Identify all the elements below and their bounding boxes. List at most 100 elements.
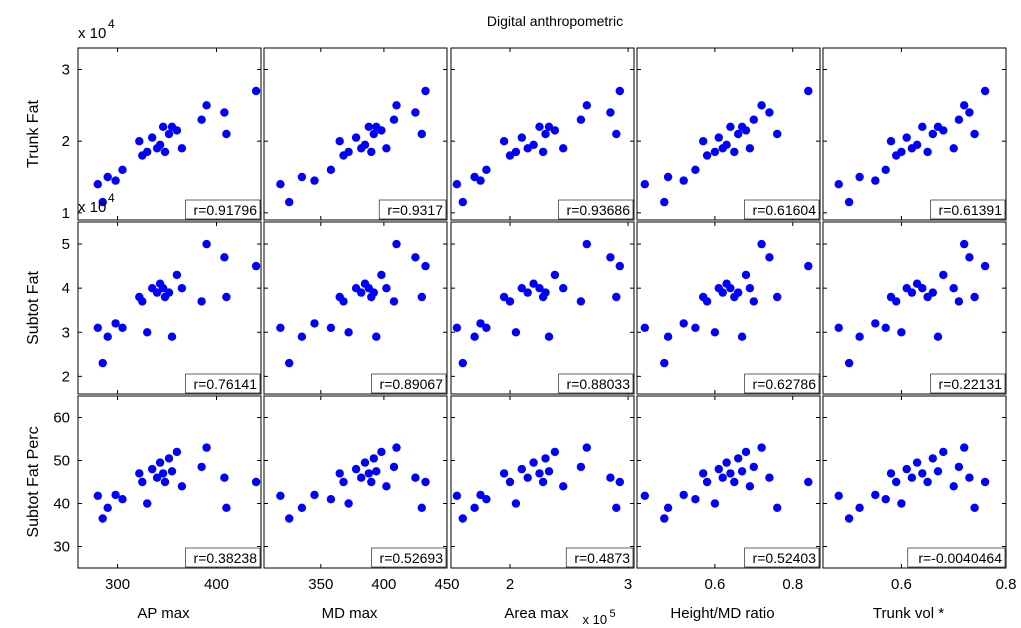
x-axis-label: Area max — [504, 605, 569, 622]
data-point — [612, 292, 621, 302]
data-point — [902, 464, 911, 474]
correlation-label-box — [565, 547, 634, 568]
data-point — [970, 292, 979, 302]
x-tick-label: 350 — [308, 576, 333, 593]
data-point — [907, 473, 917, 482]
data-point — [470, 503, 479, 512]
data-point — [559, 144, 568, 153]
data-point — [702, 297, 712, 306]
data-point — [417, 129, 426, 139]
panel-axes-box — [636, 47, 821, 221]
data-point — [177, 284, 187, 293]
figure-title: Digital anthropometric — [487, 13, 623, 29]
data-point — [892, 477, 901, 487]
correlation-label-box — [185, 199, 261, 220]
data-point — [251, 477, 261, 487]
data-point — [138, 297, 147, 306]
data-point — [167, 332, 177, 341]
data-point — [111, 490, 120, 500]
data-point — [741, 126, 751, 135]
correlation-label-box — [378, 199, 447, 220]
correlation-label: r=0.62786 — [753, 376, 817, 392]
y-axis-label: Subtot Fat Perc — [25, 426, 42, 537]
data-point — [417, 292, 426, 302]
data-point — [804, 261, 813, 271]
x-tick-label: 450 — [434, 576, 459, 593]
data-point — [765, 108, 774, 117]
data-point — [897, 328, 906, 337]
data-point — [98, 197, 107, 207]
y-axis-exponent-base: x 10 — [78, 199, 106, 216]
data-point — [364, 469, 373, 478]
data-point — [93, 180, 103, 189]
data-point — [452, 323, 462, 332]
data-point — [918, 284, 927, 293]
data-point — [392, 443, 401, 452]
panel-axes-box — [636, 221, 821, 395]
data-point — [143, 147, 152, 157]
data-point — [881, 495, 890, 504]
data-point — [897, 147, 906, 157]
data-point — [749, 115, 758, 124]
correlation-label: r=0.38238 — [194, 550, 258, 566]
data-point — [965, 108, 974, 117]
data-point — [965, 473, 974, 482]
data-point — [745, 144, 755, 153]
data-point — [844, 514, 854, 523]
data-point — [559, 284, 568, 293]
data-point — [918, 122, 927, 131]
data-point — [582, 101, 591, 110]
data-point — [505, 477, 515, 487]
data-point — [640, 491, 649, 500]
data-point — [749, 297, 758, 306]
panel-axes-box — [77, 395, 262, 569]
data-point — [517, 133, 526, 142]
data-point — [980, 86, 990, 96]
data-point — [344, 147, 353, 157]
data-point — [118, 495, 127, 504]
data-point — [576, 297, 586, 306]
data-point — [949, 284, 958, 293]
x-axis-label: AP max — [137, 605, 190, 622]
data-point — [135, 137, 144, 146]
y-tick-label: 1 — [62, 205, 70, 222]
data-point — [310, 176, 319, 185]
correlation-label-box — [185, 373, 261, 394]
data-point — [377, 270, 386, 280]
correlation-label: r=0.22131 — [939, 376, 1003, 392]
data-point — [529, 458, 538, 467]
data-point — [773, 292, 782, 302]
data-point — [773, 503, 782, 512]
data-point — [372, 467, 381, 476]
data-point — [155, 140, 165, 149]
data-point — [718, 473, 727, 482]
y-tick-label: 4 — [62, 280, 70, 297]
data-point — [197, 297, 206, 306]
data-point — [954, 462, 964, 472]
data-point — [103, 172, 112, 182]
data-point — [804, 86, 813, 96]
data-point — [452, 491, 462, 500]
data-point — [511, 499, 521, 508]
data-point — [757, 443, 766, 452]
data-point — [960, 443, 969, 452]
data-point — [369, 288, 378, 297]
data-point — [511, 147, 521, 157]
data-point — [517, 284, 526, 293]
x-axis-exponent-power: 5 — [610, 608, 616, 620]
data-point — [499, 292, 509, 302]
data-point — [722, 140, 731, 149]
data-point — [640, 180, 649, 189]
data-point — [344, 328, 353, 337]
data-point — [276, 491, 285, 500]
data-point — [172, 447, 182, 457]
data-point — [251, 86, 261, 96]
data-point — [482, 323, 491, 332]
data-point — [679, 490, 688, 500]
data-point — [834, 180, 843, 189]
data-point — [923, 477, 932, 487]
x-tick-label: 3 — [624, 576, 632, 593]
data-point — [881, 323, 890, 332]
data-point — [855, 332, 864, 341]
data-point — [382, 144, 391, 153]
